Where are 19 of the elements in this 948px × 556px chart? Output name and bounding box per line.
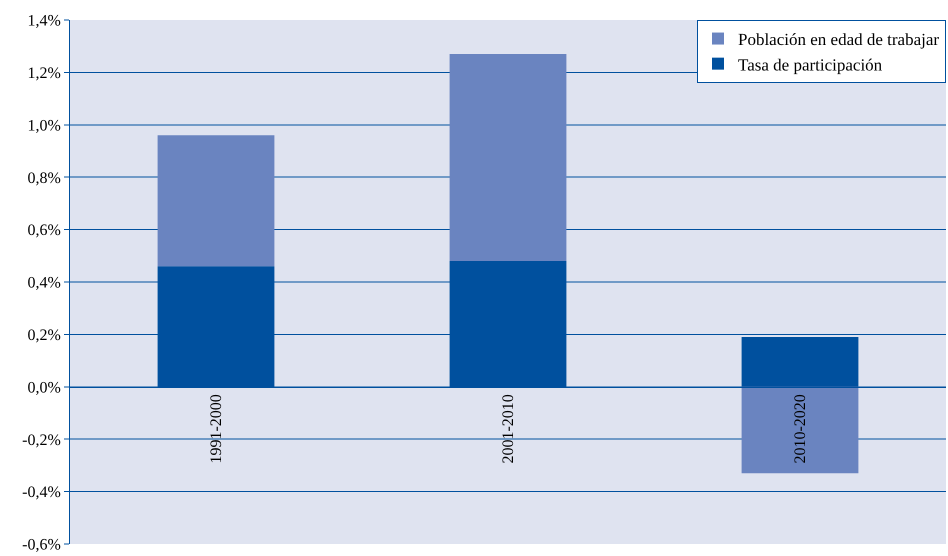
y-tick-label: 0,2% bbox=[27, 327, 61, 344]
bar bbox=[158, 135, 274, 266]
y-tick-label: 0,6% bbox=[27, 222, 61, 240]
y-tick-label: -0,2% bbox=[22, 432, 61, 449]
y-tick-label: 0,4% bbox=[27, 274, 61, 292]
x-tick-label: 1991-2000 bbox=[208, 394, 226, 464]
y-tick-label: 1,4% bbox=[27, 12, 61, 30]
y-tick-label: 1,0% bbox=[27, 117, 61, 134]
y-tick-label: 0,0% bbox=[27, 379, 61, 396]
y-tick-label: -0,4% bbox=[22, 484, 61, 502]
y-tick-label: 0,8% bbox=[27, 170, 61, 187]
legend-label: Población en edad de trabajar bbox=[738, 30, 940, 50]
x-tick-label: 2001-2010 bbox=[500, 394, 518, 464]
legend-label: Tasa de participación bbox=[738, 55, 883, 74]
x-tick-label: 2010-2020 bbox=[792, 394, 810, 464]
bar bbox=[742, 386, 858, 474]
y-tick-label: 1,2% bbox=[27, 65, 61, 82]
y-tick-label: -0,6% bbox=[22, 536, 61, 554]
bar bbox=[450, 54, 566, 262]
